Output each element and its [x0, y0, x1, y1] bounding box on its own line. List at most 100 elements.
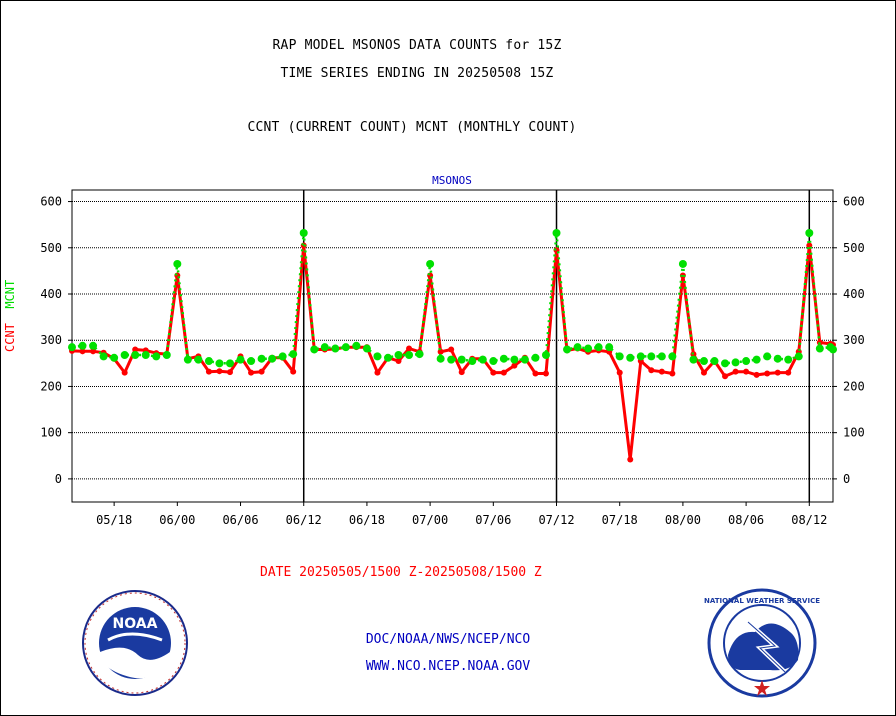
x-tick-label: 05/18	[96, 513, 132, 527]
data-point-ccnt	[679, 272, 686, 279]
data-point-mcnt	[373, 352, 382, 361]
data-point-mcnt	[552, 228, 561, 237]
data-point-mcnt	[394, 351, 403, 360]
chart-title-line1: RAP MODEL MSONOS DATA COUNTS for 15Z	[272, 38, 562, 53]
data-point-mcnt	[405, 351, 414, 360]
data-point-ccnt	[205, 368, 212, 375]
data-point-mcnt	[468, 357, 477, 366]
data-point-mcnt	[752, 355, 761, 364]
data-point-ccnt	[248, 369, 255, 376]
data-point-mcnt	[331, 344, 340, 353]
data-point-ccnt	[753, 371, 760, 378]
data-point-ccnt	[395, 358, 402, 365]
data-point-mcnt	[531, 353, 540, 362]
date-range: DATE 20250505/1500 Z-20250508/1500 Z	[260, 565, 542, 580]
data-point-mcnt	[794, 352, 803, 361]
data-point-mcnt	[426, 259, 435, 268]
data-point-mcnt	[689, 355, 698, 364]
y-tick-label-left: 600	[40, 195, 62, 209]
data-point-mcnt	[584, 344, 593, 353]
data-point-ccnt	[774, 369, 781, 376]
data-point-mcnt	[805, 228, 814, 237]
data-point-ccnt	[627, 456, 634, 463]
data-point-mcnt	[110, 353, 119, 362]
y-tick-label-right: 400	[843, 287, 865, 301]
data-point-mcnt	[478, 355, 487, 364]
chart-title-line2: TIME SERIES ENDING IN 20250508 15Z	[280, 66, 554, 81]
y-tick-label-left: 100	[40, 426, 62, 440]
data-point-mcnt	[573, 343, 582, 352]
data-point-mcnt	[636, 352, 645, 361]
y-tick-label-right: 100	[843, 426, 865, 440]
data-point-ccnt	[511, 362, 518, 369]
data-point-ccnt	[258, 368, 265, 375]
data-point-mcnt	[541, 351, 550, 360]
data-point-mcnt	[447, 355, 456, 364]
data-point-mcnt	[247, 357, 256, 366]
data-point-mcnt	[194, 355, 203, 364]
data-point-mcnt	[173, 259, 182, 268]
data-point-mcnt	[78, 341, 87, 350]
data-point-mcnt	[89, 341, 98, 350]
x-tick-label: 07/12	[538, 513, 574, 527]
data-point-mcnt	[710, 357, 719, 366]
data-point-mcnt	[657, 352, 666, 361]
data-point-mcnt	[699, 357, 708, 366]
x-tick-label: 08/06	[728, 513, 764, 527]
data-point-mcnt	[605, 343, 614, 352]
footer-url: WWW.NCO.NCEP.NOAA.GOV	[365, 659, 531, 674]
y-tick-label-right: 200	[843, 379, 865, 393]
data-point-ccnt	[785, 369, 792, 376]
data-point-ccnt	[532, 370, 539, 377]
data-point-mcnt	[141, 351, 150, 360]
data-point-ccnt	[764, 370, 771, 377]
nws-logo-text: NATIONAL WEATHER SERVICE	[704, 597, 820, 605]
data-point-mcnt	[829, 345, 837, 354]
chart-subtitle: CCNT (CURRENT COUNT) MCNT (MONTHLY COUNT…	[247, 120, 577, 135]
noaa-logo-text: NOAA	[113, 616, 158, 632]
data-point-ccnt	[132, 346, 139, 353]
series-line-mcnt	[71, 231, 834, 365]
data-point-mcnt	[594, 343, 603, 352]
y-tick-label-left: 0	[55, 472, 62, 486]
data-point-mcnt	[784, 355, 793, 364]
data-point-mcnt	[215, 359, 224, 368]
data-point-ccnt	[458, 369, 465, 376]
data-point-mcnt	[563, 345, 572, 354]
data-point-mcnt	[99, 352, 108, 361]
x-tick-label: 07/06	[475, 513, 511, 527]
data-point-mcnt	[489, 357, 498, 366]
data-point-ccnt	[658, 368, 665, 375]
data-point-mcnt	[299, 228, 308, 237]
data-point-mcnt	[341, 343, 350, 352]
data-point-mcnt	[68, 343, 76, 352]
x-tick-label: 07/00	[412, 513, 448, 527]
data-point-ccnt	[121, 369, 128, 376]
data-point-mcnt	[499, 354, 508, 363]
data-point-ccnt	[648, 367, 655, 374]
data-point-mcnt	[520, 355, 529, 364]
y-tick-label-left: 500	[40, 241, 62, 255]
data-point-ccnt	[669, 370, 676, 377]
data-point-mcnt	[773, 354, 782, 363]
data-point-mcnt	[457, 355, 466, 364]
data-point-ccnt	[216, 368, 223, 375]
data-point-mcnt	[615, 352, 624, 361]
y-tick-label-left: 300	[40, 333, 62, 347]
data-point-ccnt	[700, 369, 707, 376]
data-point-mcnt	[120, 351, 129, 360]
data-point-mcnt	[320, 343, 329, 352]
y-tick-labels-right: 0 100 200 300 400 500 600	[843, 195, 865, 486]
data-point-ccnt	[406, 345, 413, 352]
data-point-ccnt	[79, 348, 86, 355]
data-point-ccnt	[448, 346, 455, 353]
y-tick-label-right: 600	[843, 195, 865, 209]
data-point-mcnt	[763, 352, 772, 361]
data-point-mcnt	[152, 352, 161, 361]
data-point-ccnt	[490, 369, 497, 376]
x-tick-label: 06/12	[286, 513, 322, 527]
y-tick-label-left: 200	[40, 379, 62, 393]
data-point-mcnt	[268, 354, 277, 363]
data-point-mcnt	[742, 357, 751, 366]
